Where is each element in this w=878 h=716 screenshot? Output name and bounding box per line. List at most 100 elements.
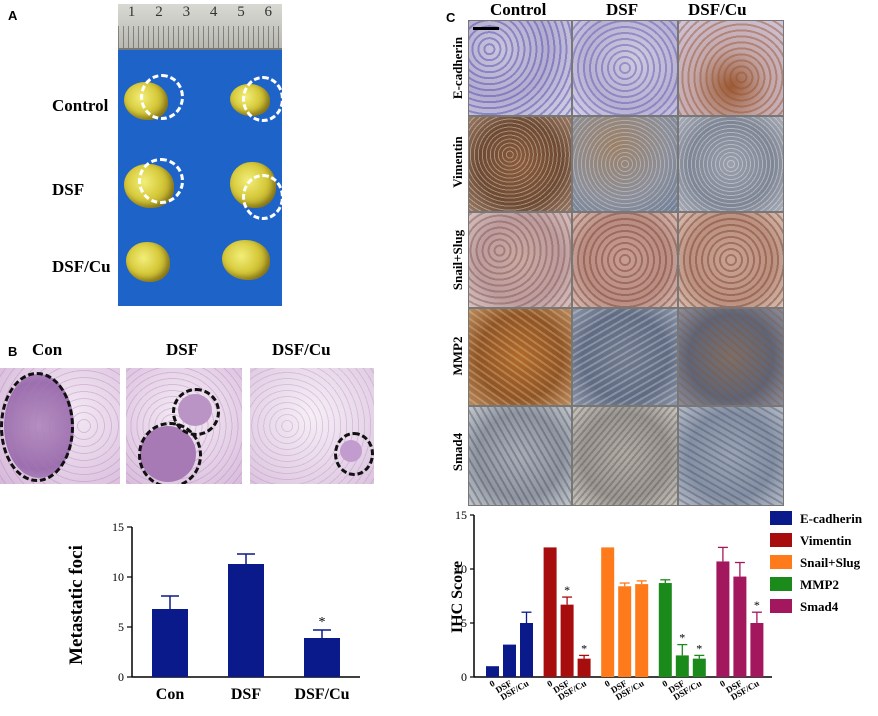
ihc-x-tick-label: 0 — [603, 678, 612, 689]
ihc-legend-swatch — [770, 533, 792, 547]
metastasis-circle — [140, 74, 184, 120]
metastasis-circle — [334, 432, 374, 476]
ihc-legend-label: Vimentin — [800, 533, 852, 548]
he-header-dsf: DSF — [166, 340, 199, 359]
foci-bar — [228, 564, 264, 677]
ihc-row-label-vimentin: Vimentin — [450, 136, 465, 188]
ihc-bar — [486, 666, 499, 677]
ihc-legend-label: E-cadherin — [800, 511, 863, 526]
foci-x-tick-label: DSF — [231, 686, 261, 703]
ihc-bar — [750, 623, 764, 677]
ihc-bar — [577, 658, 591, 677]
ihc-legend-swatch — [770, 599, 792, 613]
foci-significance: * — [319, 615, 326, 630]
he-image-con — [0, 368, 120, 484]
ihc-x-tick-label: 0 — [718, 678, 727, 689]
ihc-image — [468, 116, 572, 212]
ihc-bar — [658, 583, 672, 677]
lung-dsfcu-1 — [126, 242, 170, 282]
ihc-legend-swatch — [770, 577, 792, 591]
ihc-bar — [543, 547, 557, 677]
ihc-image — [678, 212, 784, 308]
ihc-bar — [601, 547, 615, 677]
ihc-image — [468, 212, 572, 308]
ihc-x-tick-label: 0 — [488, 678, 497, 689]
foci-y-tick-label: 0 — [118, 670, 124, 684]
panel-b-letter: B — [8, 344, 18, 359]
ihc-bar — [733, 576, 747, 677]
panel-c-letter: C — [446, 10, 456, 25]
row-label-control: Control — [52, 96, 109, 115]
ihc-header-dsf: DSF — [606, 0, 639, 19]
ihc-y-axis-label: IHC Score — [449, 561, 466, 633]
foci-bar — [304, 638, 340, 677]
metastasis-circle — [172, 388, 220, 436]
ihc-legend-label: MMP2 — [800, 577, 839, 592]
ihc-bar — [716, 561, 730, 677]
row-label-dsfcu: DSF/Cu — [52, 257, 111, 276]
ihc-y-tick-label: 5 — [461, 616, 467, 630]
ihc-header-control: Control — [490, 0, 547, 19]
metastasis-circle — [0, 372, 74, 482]
ihc-row-label-snail: Snail+Slug — [450, 229, 465, 291]
foci-y-tick-label: 15 — [112, 520, 124, 534]
ihc-image — [572, 212, 678, 308]
foci-x-tick-label: DSF/Cu — [294, 686, 349, 703]
ihc-bar — [560, 604, 574, 677]
metastasis-circle — [242, 174, 282, 220]
ihc-legend-swatch — [770, 555, 792, 569]
metastasis-circle — [138, 158, 184, 204]
ihc-row-label-mmp2: MMP2 — [450, 336, 465, 376]
ihc-significance: * — [696, 641, 702, 655]
lung-photo: 1 2 3 4 5 6 — [118, 4, 282, 306]
ihc-significance: * — [581, 641, 587, 655]
ruler-tick-label: 6 — [264, 4, 273, 20]
ihc-image — [468, 20, 572, 116]
foci-x-tick-label: Con — [156, 686, 185, 703]
ihc-bar — [675, 655, 689, 677]
lung-dsfcu-2 — [222, 240, 270, 280]
ihc-image — [678, 406, 784, 506]
ihc-bar — [618, 586, 632, 677]
foci-y-axis-label: Metastatic foci — [66, 545, 87, 665]
ihc-image — [678, 116, 784, 212]
ruler-tick-label: 3 — [182, 4, 191, 20]
he-image-dsf — [126, 368, 242, 484]
ruler-tick-label: 2 — [155, 4, 163, 20]
ihc-image — [468, 406, 572, 506]
foci-y-tick-label: 10 — [112, 570, 124, 584]
ihc-row-label-smad4: Smad4 — [450, 432, 465, 472]
ihc-image — [572, 308, 678, 406]
ihc-significance: * — [564, 583, 570, 597]
ihc-header-dsfcu: DSF/Cu — [688, 0, 747, 19]
scale-bar — [473, 27, 499, 30]
he-image-dsfcu — [250, 368, 374, 484]
ihc-image — [572, 20, 678, 116]
he-header-dsfcu: DSF/Cu — [272, 340, 331, 359]
ihc-y-tick-label: 0 — [461, 670, 467, 684]
ihc-y-tick-label: 15 — [455, 508, 467, 522]
ihc-image — [678, 308, 784, 406]
ruler-tick-label: 5 — [237, 4, 245, 20]
ihc-legend-label: Snail+Slug — [800, 555, 861, 570]
ihc-image — [572, 406, 678, 506]
ihc-image — [572, 116, 678, 212]
ihc-bar — [635, 584, 649, 677]
ihc-bar — [503, 644, 516, 677]
panel-a-letter: A — [8, 8, 18, 23]
ihc-image — [678, 20, 784, 116]
he-header-con: Con — [32, 340, 63, 359]
row-label-dsf: DSF — [52, 180, 85, 199]
ihc-row-label-ecadherin: E-cadherin — [450, 36, 465, 100]
ihc-x-tick-label: 0 — [545, 678, 554, 689]
metastasis-circle — [138, 422, 202, 484]
ruler-tick-label: 4 — [209, 4, 218, 20]
foci-y-tick-label: 5 — [118, 620, 124, 634]
ihc-x-tick-label: 0 — [660, 678, 669, 689]
ihc-significance: * — [679, 631, 685, 645]
foci-bar — [152, 609, 188, 677]
ihc-y-tick-label: 10 — [455, 562, 467, 576]
ihc-bar — [520, 623, 533, 677]
ihc-image — [468, 308, 572, 406]
ihc-bar — [692, 658, 706, 677]
